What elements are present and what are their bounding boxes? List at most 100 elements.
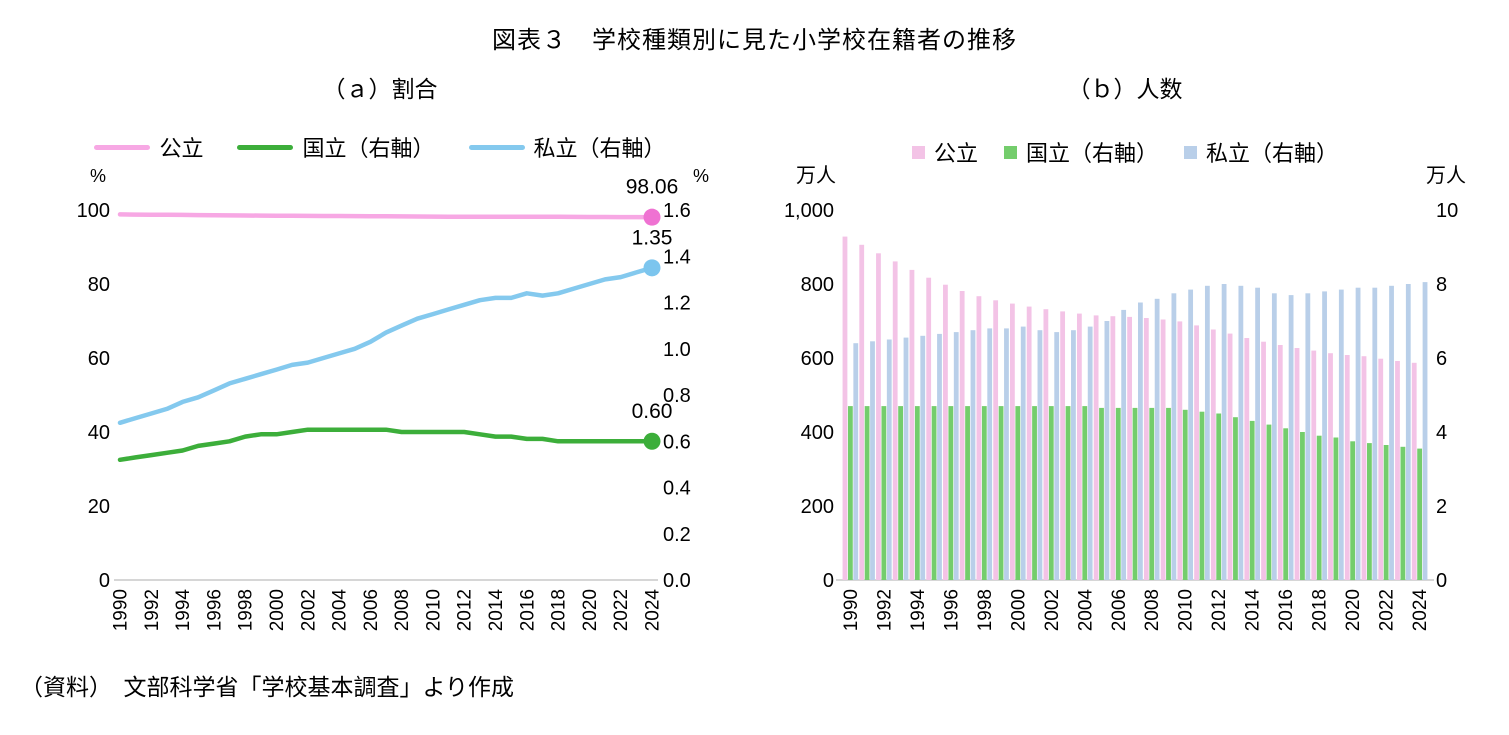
x-axis-tick: 2000 [267,589,288,631]
left-axis: 0 200 400 600 800 1,000 万人 [784,165,836,592]
x-axis-tick: 2004 [330,589,351,632]
legend-label-national: 国立（右軸） [302,136,435,161]
right-axis-tick: 1.2 [663,293,691,315]
x-axis-tick: 2002 [1042,589,1063,631]
left-axis-tick: 200 [801,496,834,518]
legend-label-private: 私立（右軸） [1206,141,1339,166]
x-axis-tick: 2020 [1343,589,1364,631]
x-axis-tick: 2022 [1377,589,1398,631]
x-axis-tick: 1996 [941,589,962,631]
source-note: （資料） 文部科学省「学校基本調査」より作成 [20,674,515,700]
end-value-label-public: 98.06 [626,176,679,199]
left-axis-tick: 800 [801,274,834,296]
legend-item-private: 私立（右軸） [468,131,666,163]
x-axis-tick: 2004 [1075,589,1096,632]
right-axis: 0.0 0.2 0.4 0.6 0.8 1.0 1.2 1.4 1.6% [663,166,709,592]
end-marker-national [643,432,661,450]
x-axis-tick: 1994 [908,589,929,632]
right-axis-tick: 2 [1436,496,1447,518]
legend-swatch-national-line-icon [237,144,294,150]
x-axis-tick: 2016 [1276,589,1297,631]
legend-item-public: 公立 [911,136,978,168]
x-axis-tick: 2022 [611,589,632,631]
x-axis-tick: 1996 [204,589,225,631]
line-series-public: 98.06 [117,176,679,226]
x-axis-tick: 2012 [455,589,476,631]
x-axis-tick: 2006 [1109,589,1130,631]
legend-swatch-national-square-icon [1003,145,1017,159]
line-series-national: 0.60 [117,400,673,463]
right-axis-tick: 0.0 [663,570,691,592]
right-axis-tick: 4 [1436,422,1447,444]
x-axis-tick: 1998 [236,589,257,631]
end-marker-public [643,208,661,226]
x-axis-tick: 1998 [975,589,996,631]
x-axis-tick: 2024 [643,589,664,632]
right-axis-unit: % [693,166,709,186]
x-axis-tick: 1990 [111,589,132,631]
legend-item-national: 国立（右軸） [237,131,435,163]
left-axis-tick: 40 [88,422,110,444]
legend-item-national: 国立（右軸） [1003,136,1158,168]
chart-b-subtitle: （ｂ）人数 [1067,76,1183,102]
chart-a-subtitle: （ａ）割合 [322,76,438,102]
x-axis-tick: 2010 [423,589,444,631]
x-axis-labels: 1990 1992 1994 1996 1998 2000 2002 2004 2006 2008… [111,589,664,632]
right-axis-tick: 8 [1436,274,1447,296]
right-axis-tick: 0 [1436,570,1447,592]
right-axis: 0 2 4 6 8 10 万人 [1426,165,1466,592]
end-value-label-national: 0.60 [632,400,673,423]
legend-label-public: 公立 [933,141,978,166]
legend-item-private: 私立（右軸） [1184,136,1338,168]
left-axis: 0 20 40 60 80 100% [77,166,110,592]
right-axis-tick: 0.8 [663,385,691,407]
right-axis-tick: 1.0 [663,339,691,361]
left-axis-tick: 1,000 [784,200,834,222]
x-axis-tick: 2006 [361,589,382,631]
legend-label-public: 公立 [159,136,204,161]
legend-swatch-public-square-icon [911,145,925,159]
right-axis-tick: 0.4 [663,478,691,500]
left-axis-tick: 80 [88,274,110,296]
left-axis-tick: 400 [801,422,834,444]
x-axis-tick: 2002 [298,589,319,631]
left-axis-unit: 万人 [796,165,836,187]
legend-swatch-private-square-icon [1184,145,1197,159]
count-bar-chart: 0 200 400 600 800 1,000 万人 0 2 4 6 8 10 万人 1990 1992 199… [780,165,1470,645]
x-axis-tick: 2014 [1243,589,1264,632]
ratio-line-chart: 0 20 40 60 80 100% 0.0 0.2 0.4 0.6 0.8 1.0 1.2 1.4 1.6… [40,165,720,645]
left-axis-tick: 60 [88,348,110,370]
x-axis-labels: 1990 1992 1994 1996 1998 2000 2002 2004 2006 2008… [841,589,1431,632]
chart-a-legend: 公立 国立（右軸） 私立（右軸） [40,131,720,163]
bar-series-private [853,282,1428,581]
figure-title: 図表３ 学校種類別に見た小学校在籍者の推移 [492,27,1017,54]
x-axis-tick: 2018 [549,589,570,631]
x-axis-tick: 1992 [874,589,895,631]
x-axis-tick: 1994 [173,589,194,632]
legend-label-private: 私立（右軸） [533,136,666,161]
left-axis-tick: 100 [77,200,110,222]
left-axis-tick: 600 [801,348,834,370]
x-axis-tick: 2010 [1176,589,1197,631]
legend-swatch-private-line-icon [468,144,525,150]
legend-item-public: 公立 [94,131,203,163]
x-axis-tick: 2016 [517,589,538,631]
right-axis-tick: 0.2 [663,524,691,546]
x-axis-tick: 1992 [142,589,163,631]
right-axis-tick: 1.4 [663,246,691,268]
x-axis-tick: 2024 [1410,589,1431,632]
right-axis-tick: 0.6 [663,431,691,453]
x-axis-tick: 1990 [841,589,862,631]
right-axis-tick: 6 [1436,348,1447,370]
left-axis-tick: 0 [823,570,834,592]
right-axis-unit: 万人 [1426,165,1466,187]
right-axis-tick: 10 [1436,200,1458,222]
left-axis-tick: 20 [88,496,110,518]
x-axis-tick: 2014 [486,589,507,632]
x-axis-tick: 2008 [1142,589,1163,631]
x-axis-tick: 2012 [1209,589,1230,631]
x-axis-tick: 2008 [392,589,413,631]
x-axis-tick: 2020 [580,589,601,631]
chart-b-legend: 公立 国立（右軸） 私立（右軸） [780,136,1470,168]
